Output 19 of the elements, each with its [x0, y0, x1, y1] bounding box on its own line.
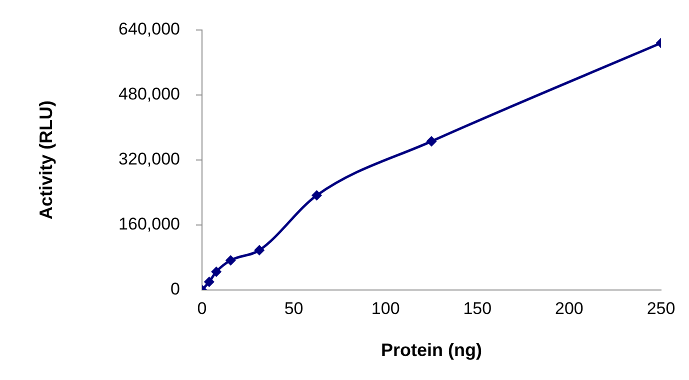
x-tick-label: 150	[463, 298, 492, 318]
point	[226, 256, 236, 266]
point	[426, 136, 436, 146]
x-tick-label: 100	[371, 298, 400, 318]
y-axis-title: Activity (RLU)	[36, 100, 56, 220]
point	[312, 190, 322, 200]
y-tick-label: 160,000	[118, 214, 180, 234]
y-tick-label: 640,000	[118, 20, 180, 39]
x-tick-label: 50	[284, 298, 304, 318]
x-tick-label: 0	[197, 298, 207, 318]
point	[204, 277, 214, 287]
point	[254, 245, 264, 255]
point	[212, 266, 222, 276]
y-tick-label: 480,000	[118, 84, 180, 104]
y-tick-label: 0	[170, 280, 180, 299]
x-tick-label: 250	[646, 298, 676, 318]
x-tick-label: 200	[555, 298, 584, 318]
x-axis-title: Protein (ng)	[381, 340, 482, 360]
y-tick-label: 320,000	[118, 150, 180, 169]
